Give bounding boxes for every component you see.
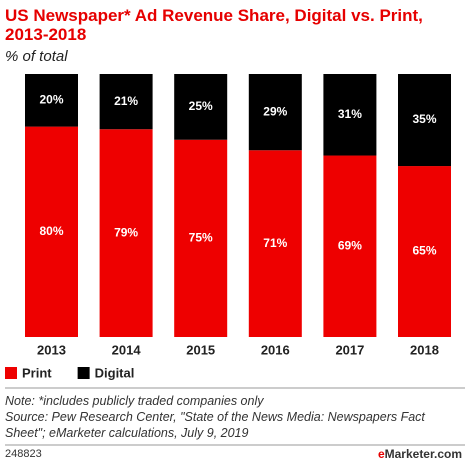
footer-id: 248823 <box>5 448 42 460</box>
note: Note: *includes publicly traded companie… <box>5 394 264 408</box>
chart-subtitle: % of total <box>5 48 68 65</box>
x-tick-label: 2015 <box>186 342 215 357</box>
value-label: 35% <box>412 112 436 126</box>
bar-segment <box>174 74 228 140</box>
bar-segment <box>398 74 451 167</box>
value-label: 80% <box>39 224 63 238</box>
x-tick-label: 2018 <box>410 342 439 357</box>
brand-name: Marketer.com <box>384 447 462 461</box>
bar-segment <box>248 74 302 151</box>
value-label: 20% <box>39 92 63 106</box>
legend-swatch <box>77 367 90 379</box>
value-label: 71% <box>263 236 287 250</box>
x-tick-label: 2013 <box>37 342 66 357</box>
chart-title: US Newspaper* Ad Revenue Share, Digital … <box>5 6 423 44</box>
bar-segment <box>25 126 78 337</box>
bar-segment <box>99 74 153 130</box>
x-tick-label: 2017 <box>335 342 364 357</box>
source: Source: Pew Research Center, "State of t… <box>5 410 425 440</box>
value-label: 79% <box>114 225 138 239</box>
legend-label: Print <box>22 365 52 380</box>
value-label: 31% <box>338 107 362 121</box>
bar-segment <box>323 155 377 337</box>
brand-prefix: e <box>377 447 385 461</box>
bar-segment <box>398 166 451 337</box>
x-tick-label: 2016 <box>261 342 290 357</box>
bar-segment <box>323 74 377 156</box>
x-tick-label: 2014 <box>112 342 142 357</box>
bar-segment <box>25 74 78 127</box>
bar-segment <box>174 139 228 337</box>
legend-swatch <box>5 367 17 379</box>
bar-segment <box>248 150 302 337</box>
value-label: 25% <box>189 99 213 113</box>
value-label: 69% <box>338 238 362 252</box>
legend-label: Digital <box>95 365 135 380</box>
brand: eMarketer.com <box>378 447 462 461</box>
bar-segment <box>99 129 153 337</box>
value-label: 29% <box>263 104 287 118</box>
value-label: 65% <box>412 244 436 258</box>
value-label: 75% <box>189 231 213 245</box>
value-label: 21% <box>114 94 138 108</box>
notes: Note: *includes publicly traded companie… <box>5 393 460 441</box>
